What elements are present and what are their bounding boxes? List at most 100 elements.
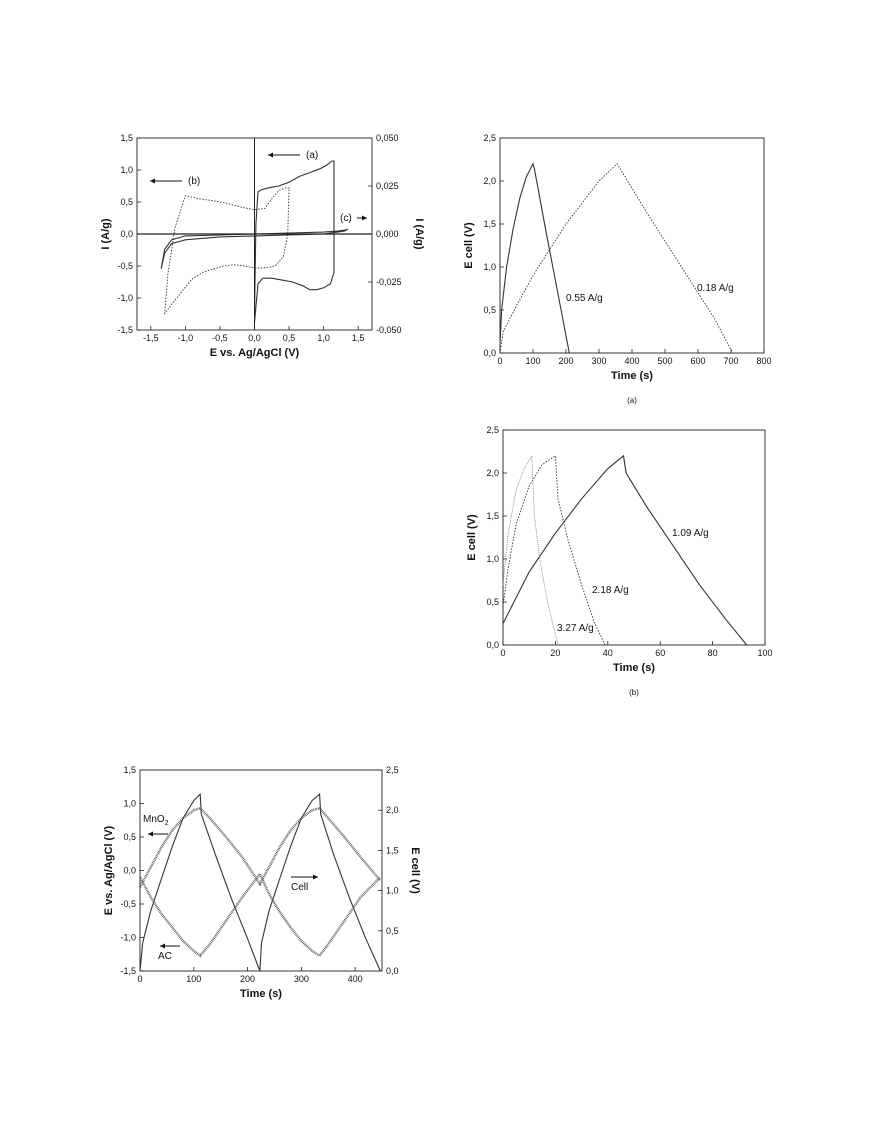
- annotation-b-arrow-head: [150, 178, 155, 184]
- x-tick-label: 100: [525, 356, 540, 366]
- y-right-tick-label: 0,025: [376, 181, 399, 191]
- x-tick-label: 300: [294, 974, 309, 984]
- x-axis-label: E vs. Ag/AgCl (V): [210, 347, 300, 359]
- y-tick-label: 1,0: [123, 799, 136, 809]
- y-axis-label: E cell (V): [466, 514, 478, 561]
- x-tick-label: 20: [550, 648, 560, 658]
- annotation-c: (c): [340, 213, 352, 224]
- annotation-ac: AC: [158, 951, 172, 962]
- label-3-27: 3.27 A/g: [557, 623, 594, 634]
- y-tick-label: 2,5: [486, 425, 499, 435]
- series-line-1: [502, 454, 606, 646]
- series-line-1: [138, 806, 382, 888]
- y-tick-label: 1,0: [483, 262, 496, 272]
- y-right-tick-label: -0,025: [376, 277, 402, 287]
- x-tick-label: 0,5: [283, 333, 296, 343]
- plot-frame: [502, 429, 766, 646]
- y-tick-label: -1,5: [117, 325, 133, 335]
- x-tick-label: 800: [756, 356, 771, 366]
- series-line-2: [502, 454, 559, 646]
- y-tick-label: 0,5: [486, 597, 499, 607]
- annotation-b: (b): [188, 176, 200, 187]
- chart-cv: -1,5 -1,0 -0,5 0,0 0,5 1,0 1,5 -1,5 -1,0 -0,5 0,0 0…: [100, 133, 425, 359]
- chart-electrodes: 0 100 200 300 400 -1,5 -1,0 -0,5 0,0 0,5 1,0 1,5 0,0…: [103, 765, 421, 1000]
- series-line-0: [253, 160, 335, 323]
- y-tick-label: 0,0: [486, 640, 499, 650]
- x-tick-label: 0: [137, 974, 142, 984]
- y-tick-label: 0,0: [120, 229, 133, 239]
- x-axis-label: Time (s): [240, 988, 282, 1000]
- y-tick-label: -1,5: [120, 966, 136, 976]
- y-right-axis-label: I (A/g): [413, 218, 425, 249]
- chart-gcd-a: 0 100 200 300 400 500 600 700 800 0,0 0,5 1,0 1,5 2,0…: [463, 133, 772, 405]
- figure-caption: (b): [629, 688, 639, 697]
- y-tick-label: 1,5: [123, 765, 136, 775]
- y-tick-label: -1,0: [120, 933, 136, 943]
- y-tick-label: -1,0: [117, 293, 133, 303]
- x-axis-label: Time (s): [611, 370, 653, 382]
- x-tick-label: 60: [655, 648, 665, 658]
- x-tick-label: 0: [500, 648, 505, 658]
- y-tick-label: 0,5: [123, 832, 136, 842]
- x-tick-label: 80: [708, 648, 718, 658]
- x-tick-label: -1,0: [178, 333, 194, 343]
- y-tick-label: -0,5: [117, 261, 133, 271]
- y-tick-label: 1,5: [120, 133, 133, 143]
- y-tick-label: 0,5: [483, 305, 496, 315]
- y-tick-label: 1,5: [486, 511, 499, 521]
- series-line-0: [502, 454, 748, 646]
- annotation-mno2-sub: 2: [165, 820, 169, 827]
- x-tick-label: 300: [591, 356, 606, 366]
- annotation-c-arrow-head: [362, 215, 367, 221]
- y-right-tick-label: 1,0: [386, 886, 399, 896]
- annotation-cell: Cell: [291, 882, 308, 893]
- label-0-18: 0.18 A/g: [697, 283, 734, 294]
- label-2-18: 2.18 A/g: [592, 585, 629, 596]
- y-tick-label: 0,5: [120, 197, 133, 207]
- x-tick-label: 600: [690, 356, 705, 366]
- x-tick-label: 0,0: [248, 333, 261, 343]
- x-tick-label: 1,5: [352, 333, 365, 343]
- x-tick-label: -1,5: [143, 333, 159, 343]
- y-axis-label: E vs. Ag/AgCl (V): [103, 825, 115, 915]
- y-tick-label: 0,0: [483, 348, 496, 358]
- y-right-tick-label: 2,0: [386, 805, 399, 815]
- series-line-1: [499, 163, 733, 354]
- annotation-mno2-main: MnO: [143, 814, 165, 825]
- y-tick-label: 2,0: [486, 468, 499, 478]
- y-right-axis-label: E cell (V): [409, 847, 421, 894]
- y-tick-label: 1,5: [483, 219, 496, 229]
- x-axis-label: Time (s): [613, 662, 655, 674]
- y-tick-label: -0,5: [120, 899, 136, 909]
- series-line-0: [499, 162, 570, 354]
- y-axis-label: I (A/g): [100, 218, 112, 249]
- x-tick-label: -0,5: [212, 333, 228, 343]
- annotation-mno2: MnO2: [143, 814, 169, 827]
- y-right-tick-label: 0,5: [386, 926, 399, 936]
- annotation-a-arrow-head: [268, 152, 273, 158]
- annotation-mno2-arrow-head: [148, 831, 153, 837]
- y-tick-label: 1,0: [486, 554, 499, 564]
- x-tick-label: 100: [757, 648, 772, 658]
- figure-caption: (a): [627, 396, 637, 405]
- x-tick-label: 1,0: [317, 333, 330, 343]
- x-tick-label: 100: [186, 974, 201, 984]
- y-right-tick-label: 2,5: [386, 765, 399, 775]
- y-right-tick-label: 0,0: [386, 966, 399, 976]
- plot-frame: [499, 137, 765, 354]
- label-0-55: 0.55 A/g: [566, 293, 603, 304]
- y-axis-label: E cell (V): [463, 222, 475, 269]
- series-line-1: [164, 187, 290, 315]
- series-line-2: [160, 228, 349, 269]
- series-line-0: [139, 792, 381, 972]
- y-right-tick-label: 0,050: [376, 133, 399, 143]
- x-tick-label: 700: [723, 356, 738, 366]
- y-tick-label: 2,5: [483, 133, 496, 143]
- chart-gcd-b: 0 20 40 60 80 100 0,0 0,5 1,0 1,5 2,0 2,5 Time (s) E …: [466, 425, 773, 697]
- y-tick-label: 1,0: [120, 165, 133, 175]
- x-tick-label: 40: [603, 648, 613, 658]
- y-tick-label: 2,0: [483, 176, 496, 186]
- x-tick-label: 200: [558, 356, 573, 366]
- x-tick-label: 400: [348, 974, 363, 984]
